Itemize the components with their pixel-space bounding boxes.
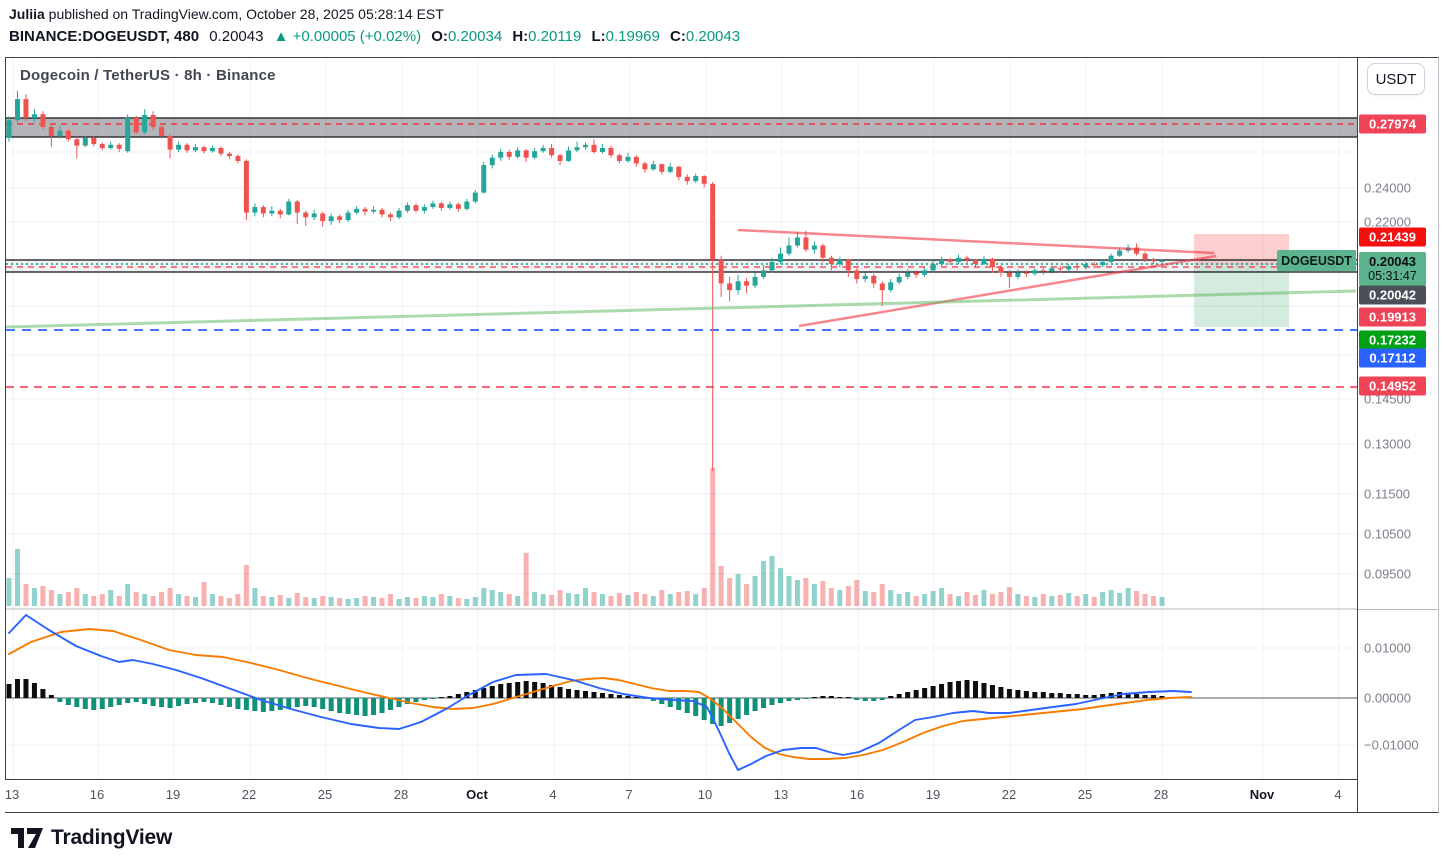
time-label-4: 4: [1334, 787, 1342, 802]
macd-layer: [6, 614, 1192, 771]
price-change: +0.00005 (+0.02%): [292, 28, 422, 45]
price-badge-0.20042: 0.20042: [1359, 285, 1426, 305]
time-label-Oct: Oct: [466, 787, 488, 802]
low-label: L:: [591, 28, 606, 45]
price-badge-0.17232: 0.17232: [1359, 330, 1426, 350]
time-label-7: 7: [625, 787, 633, 802]
price-badge-0.14952: 0.14952: [1359, 376, 1426, 396]
volume-layer: [6, 468, 1165, 606]
time-label-19: 19: [925, 787, 941, 802]
price-tick-label: 0.11500: [1364, 486, 1411, 502]
price-badge-0.27974: 0.27974: [1359, 114, 1426, 134]
publish-info: Juliia published on TradingView.com, Oct…: [9, 4, 740, 24]
tradingview-mark-icon: [11, 828, 43, 848]
pane-divider[interactable]: [1358, 609, 1438, 610]
supply-zone-layer: [6, 117, 1358, 138]
countdown-timer: 05:31:47: [1368, 269, 1417, 283]
low-value: 0.19969: [605, 28, 660, 45]
time-label-28: 28: [393, 787, 409, 802]
grid-layer: [6, 58, 1358, 780]
price-axis[interactable]: USDT 0.24000 0.22000 0.14500 0.13000 0.11500…: [1357, 57, 1439, 813]
publish-header: Juliia published on TradingView.com, Oct…: [9, 4, 740, 48]
price-badge-0.20043: 0.20043 05:31:47: [1359, 252, 1426, 286]
author-name: Juliia: [9, 6, 45, 22]
price-tick-label: 0.22000: [1364, 214, 1411, 230]
symbol-info-row: BINANCE:DOGEUSDT, 480 0.20043 ▲ +0.00005…: [9, 26, 740, 48]
chart-title: Dogecoin / TetherUS · 8h · Binance: [20, 67, 276, 84]
tradingview-logo-text: TradingView: [51, 826, 173, 849]
time-label-19: 19: [165, 787, 181, 802]
last-price: 0.20043: [209, 28, 264, 45]
time-label-25: 25: [317, 787, 333, 802]
symbol-interval: BINANCE:DOGEUSDT, 480: [9, 28, 200, 45]
position-boxes-layer: [1194, 234, 1289, 327]
time-label-13: 13: [773, 787, 789, 802]
publish-text: published on TradingView.com, October 28…: [44, 6, 444, 22]
price-tick-label: 0.00000: [1364, 690, 1411, 706]
price-chart-canvas[interactable]: [5, 57, 1358, 780]
time-label-10: 10: [697, 787, 713, 802]
price-zone-layer: [6, 259, 1358, 273]
currency-unit-button[interactable]: USDT: [1367, 63, 1425, 95]
open-label: O:: [431, 28, 448, 45]
time-label-22: 22: [1001, 787, 1017, 802]
time-label-16: 16: [849, 787, 865, 802]
price-tick-label: 0.09500: [1364, 566, 1411, 582]
price-badge-0.19913: 0.19913: [1359, 307, 1426, 327]
trendlines-layer: [6, 228, 1357, 329]
price-tick-label: 0.13000: [1364, 436, 1411, 452]
price-badge-0.21439: 0.21439: [1359, 227, 1426, 247]
time-axis[interactable]: 13 16 19 22 25 28 Oct 4 7 10 13 16 19 22 25 28 Nov 4: [5, 779, 1357, 813]
price-tick-label: 0.10500: [1364, 526, 1411, 542]
time-label-4: 4: [549, 787, 557, 802]
time-label-Nov: Nov: [1249, 787, 1275, 802]
open-value: 0.20034: [447, 28, 503, 45]
time-label-22: 22: [241, 787, 257, 802]
time-label-13: 13: [5, 787, 20, 802]
price-badge-0.17112: 0.17112: [1359, 348, 1426, 368]
symbol-price-line-label: DOGEUSDT: [1277, 250, 1356, 271]
close-label: C:: [670, 28, 686, 45]
candles-layer: [6, 90, 1165, 471]
time-label-16: 16: [89, 787, 105, 802]
time-label-28: 28: [1153, 787, 1169, 802]
price-tick-label: 0.01000: [1364, 640, 1411, 656]
change-arrow-icon: ▲: [273, 28, 289, 45]
close-value: 0.20043: [685, 28, 741, 45]
price-tick-label: −0.01000: [1364, 737, 1419, 753]
tradingview-logo[interactable]: TradingView: [10, 826, 172, 850]
alert-lines-layer: [6, 329, 1358, 388]
high-label: H:: [512, 28, 529, 45]
time-label-25: 25: [1077, 787, 1093, 802]
price-tick-label: 0.24000: [1364, 180, 1411, 196]
high-value: 0.20119: [528, 28, 582, 45]
